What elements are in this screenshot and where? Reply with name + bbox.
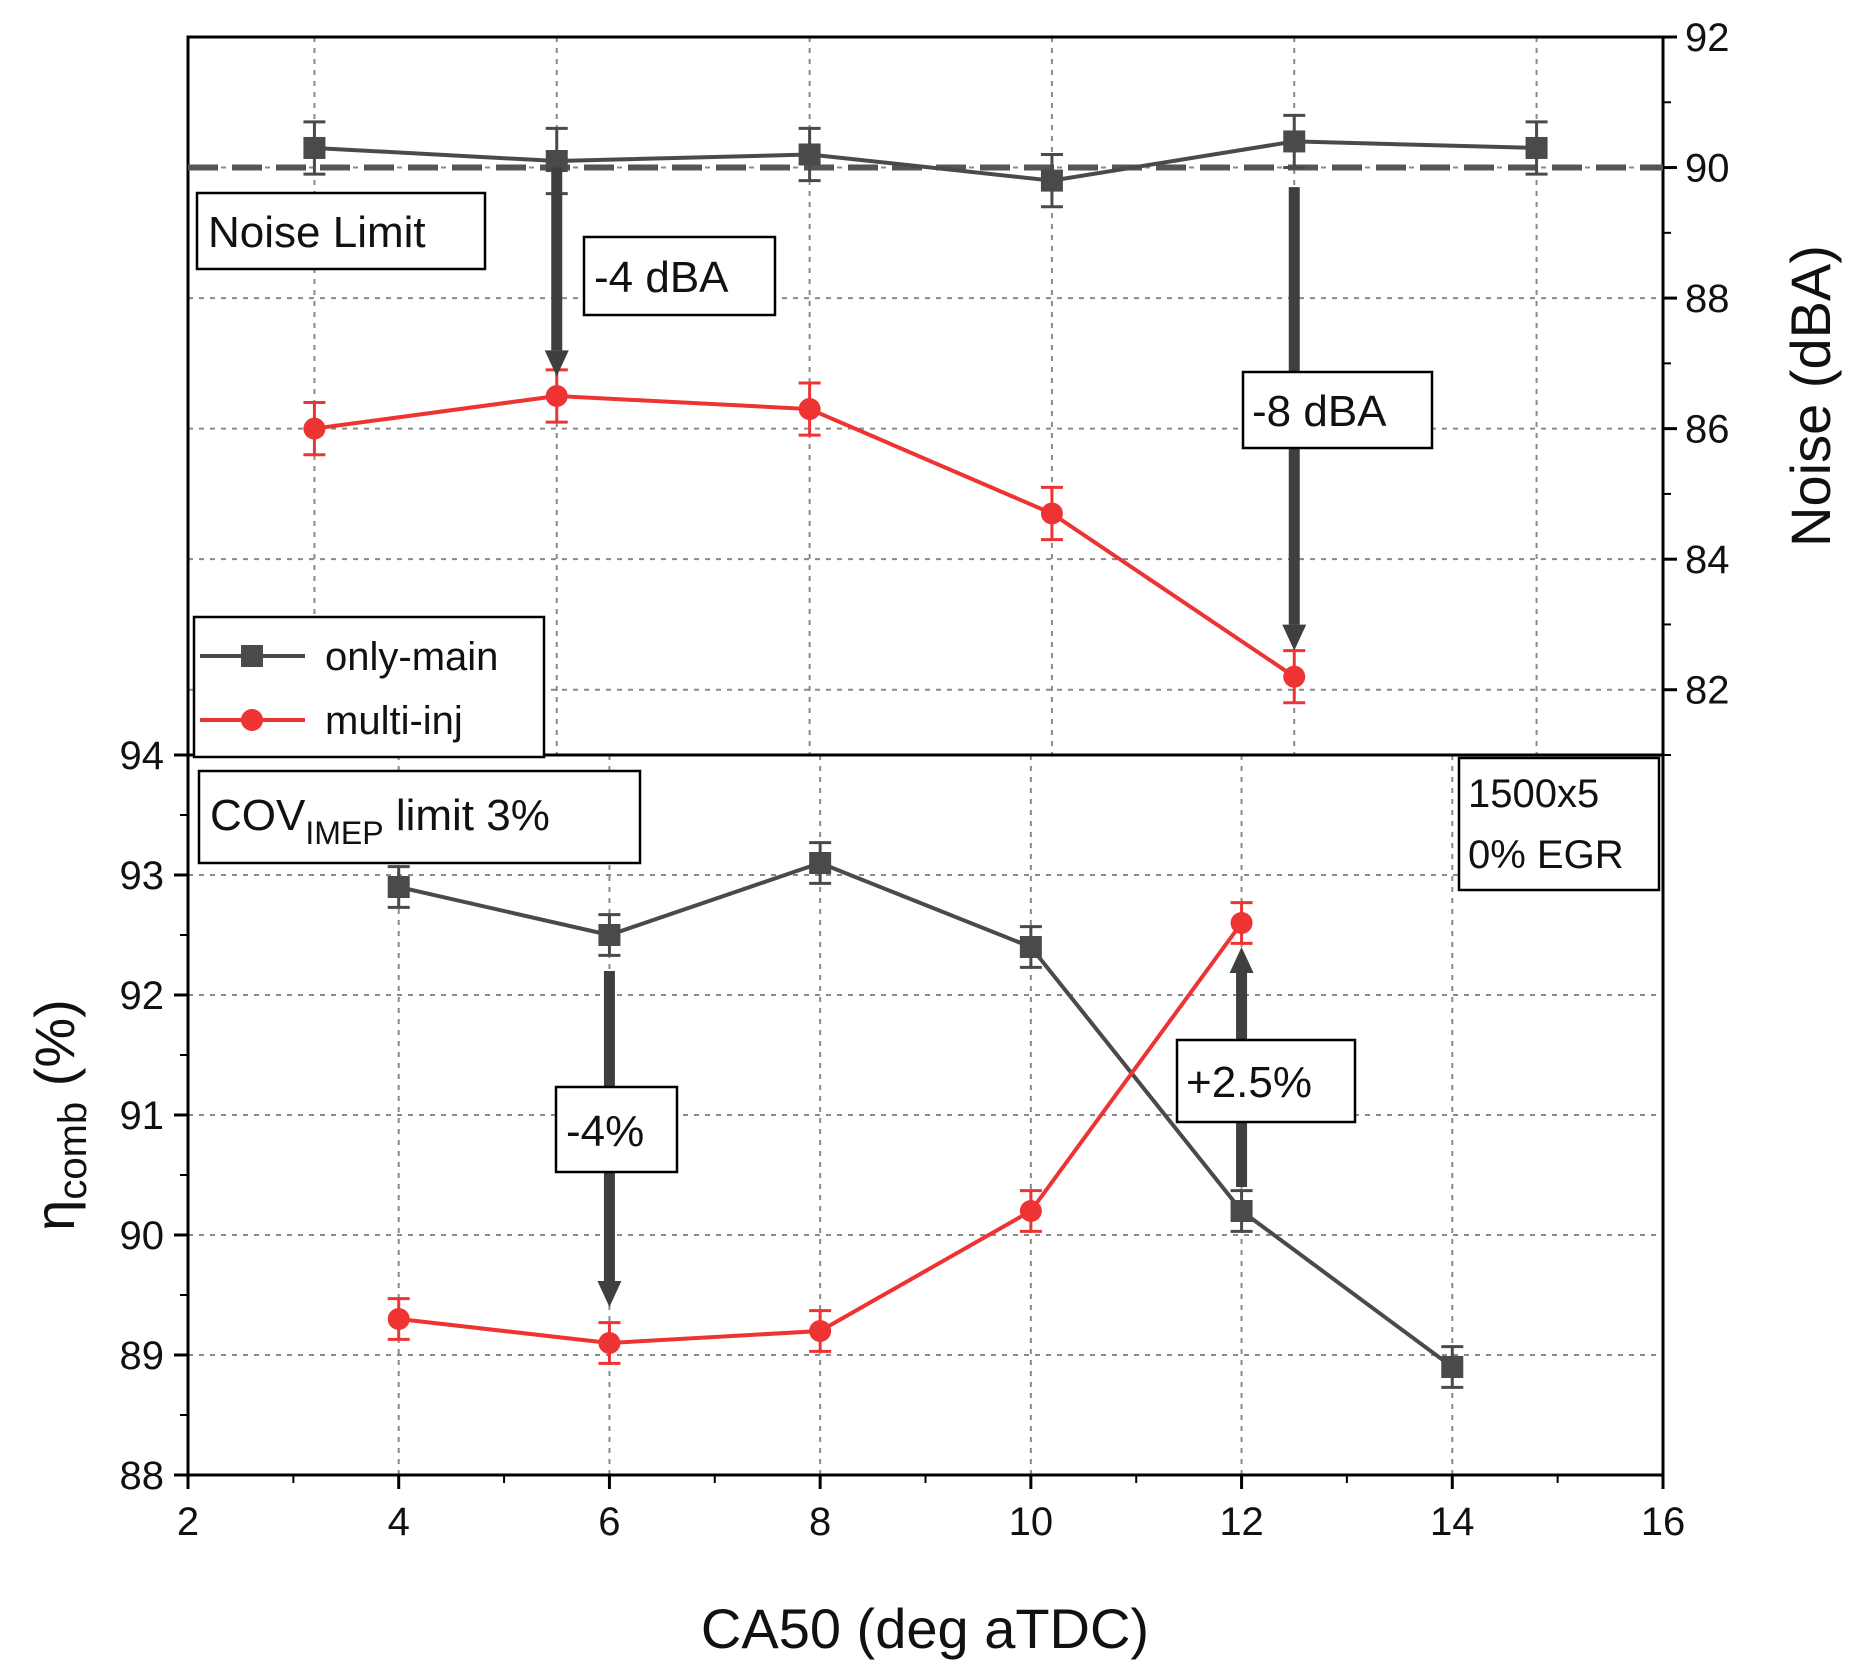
top-point-only-main-0 bbox=[303, 136, 326, 159]
top-ytick-label-5: 92 bbox=[1685, 16, 1730, 60]
anno-minus4dba-box bbox=[582, 235, 777, 317]
anno-minus8dba-box bbox=[1241, 370, 1434, 450]
bottom-panel-series bbox=[387, 841, 1464, 1389]
top-point-only-main-1 bbox=[545, 150, 568, 173]
bottom-ytick-label-6: 94 bbox=[120, 734, 165, 778]
top-ytick-label-3: 88 bbox=[1685, 277, 1730, 321]
anno-minus8dba-label: -8 dBA bbox=[1252, 387, 1387, 436]
left-y-axis-title: ηcomb (%) bbox=[23, 999, 95, 1231]
top-ytick-label-1: 84 bbox=[1685, 538, 1730, 582]
xtick-label-0: 2 bbox=[177, 1500, 199, 1544]
top-right-y-axis: 82 84 86 88 90 92 bbox=[1663, 16, 1730, 756]
legend-marker-multi-inj bbox=[241, 709, 263, 731]
top-ytick-label-2: 86 bbox=[1685, 408, 1730, 452]
top-panel-series bbox=[303, 113, 1548, 705]
legend-box bbox=[192, 615, 546, 759]
bottom-ytick-label-4: 92 bbox=[120, 974, 165, 1018]
left-y-axis-title-main: η bbox=[23, 1200, 86, 1231]
condition-label-line2: 0% EGR bbox=[1468, 833, 1624, 877]
xtick-label-2: 6 bbox=[598, 1500, 620, 1544]
bottom-point-only-main-5 bbox=[1441, 1356, 1464, 1378]
top-point-multi-inj-4 bbox=[1283, 665, 1306, 688]
bottom-point-multi-inj-2 bbox=[809, 1320, 832, 1342]
xtick-label-6: 14 bbox=[1430, 1500, 1475, 1544]
bottom-line-only-main bbox=[398, 860, 1454, 1369]
top-line-only-main bbox=[314, 139, 1537, 183]
cov-limit-label-box bbox=[197, 769, 642, 865]
top-point-only-main-3 bbox=[1040, 169, 1063, 192]
anno-plus25pct-label: +2.5% bbox=[1186, 1058, 1312, 1107]
top-point-multi-inj-3 bbox=[1040, 502, 1063, 525]
noise-limit-label: Noise Limit bbox=[208, 208, 426, 257]
bottom-ytick-label-0: 88 bbox=[120, 1454, 165, 1498]
bottom-left-y-axis: 88 89 90 91 92 93 94 bbox=[120, 734, 188, 1498]
bottom-arrow-1-head bbox=[1229, 947, 1254, 973]
left-y-axis-title-sub: comb bbox=[51, 1102, 95, 1200]
bottom-panel-grid bbox=[188, 755, 1663, 1475]
cov-limit-label-suffix: limit 3% bbox=[384, 791, 550, 840]
legend-label-multi-inj: multi-inj bbox=[325, 699, 463, 743]
bottom-point-only-main-3 bbox=[1019, 936, 1042, 958]
legend-label-only-main: only-main bbox=[325, 635, 498, 679]
bottom-point-only-main-0 bbox=[387, 876, 410, 898]
xtick-label-4: 10 bbox=[1009, 1500, 1054, 1544]
top-ytick-label-0: 82 bbox=[1685, 669, 1730, 713]
x-axis-title: CA50 (deg aTDC) bbox=[701, 1597, 1149, 1660]
bottom-ytick-label-5: 93 bbox=[120, 854, 165, 898]
bottom-point-multi-inj-0 bbox=[387, 1308, 410, 1330]
noise-limit-label-box bbox=[195, 191, 487, 271]
cov-limit-label-main: COV bbox=[210, 791, 306, 840]
bottom-point-only-main-2 bbox=[809, 852, 832, 874]
left-y-axis-title-suffix: (%) bbox=[23, 999, 86, 1102]
bottom-point-only-main-1 bbox=[598, 924, 621, 946]
top-arrow-0-head bbox=[544, 350, 569, 377]
top-point-multi-inj-1 bbox=[545, 385, 568, 407]
anno-minus4pct-box bbox=[554, 1085, 679, 1174]
right-y-axis-title: Noise (dBA) bbox=[1779, 245, 1842, 547]
top-ytick-label-4: 90 bbox=[1685, 147, 1730, 191]
bottom-ytick-label-3: 91 bbox=[120, 1094, 165, 1138]
xtick-label-5: 12 bbox=[1219, 1500, 1264, 1544]
top-point-only-main-5 bbox=[1525, 136, 1548, 159]
bottom-point-only-main-4 bbox=[1230, 1200, 1253, 1222]
bottom-point-multi-inj-1 bbox=[598, 1332, 621, 1354]
cov-limit-label: COVIMEP limit 3% bbox=[210, 791, 550, 851]
bottom-arrow-0-head bbox=[597, 1281, 622, 1307]
anno-minus4pct-label: -4% bbox=[566, 1107, 644, 1156]
bottom-point-multi-inj-3 bbox=[1019, 1200, 1042, 1222]
anno-minus4dba-label: -4 dBA bbox=[594, 253, 729, 302]
cov-limit-label-sub: IMEP bbox=[305, 815, 383, 851]
xtick-label-3: 8 bbox=[809, 1500, 831, 1544]
bottom-ytick-label-1: 89 bbox=[120, 1334, 165, 1378]
xtick-label-1: 4 bbox=[388, 1500, 410, 1544]
legend-marker-only-main bbox=[241, 645, 263, 667]
bottom-ytick-label-2: 90 bbox=[120, 1214, 165, 1258]
anno-plus25pct-box bbox=[1175, 1038, 1357, 1124]
xtick-label-7: 16 bbox=[1641, 1500, 1686, 1544]
x-axis: 2 4 6 8 10 12 14 16 bbox=[177, 1475, 1685, 1544]
top-arrow-1-head bbox=[1282, 624, 1307, 651]
top-point-only-main-2 bbox=[798, 143, 821, 166]
top-point-multi-inj-2 bbox=[798, 398, 821, 421]
top-point-multi-inj-0 bbox=[303, 417, 326, 440]
condition-label-line1: 1500x5 bbox=[1468, 772, 1599, 816]
condition-label-box bbox=[1457, 756, 1661, 892]
bottom-point-multi-inj-4 bbox=[1230, 912, 1253, 934]
top-point-only-main-4 bbox=[1283, 130, 1306, 153]
